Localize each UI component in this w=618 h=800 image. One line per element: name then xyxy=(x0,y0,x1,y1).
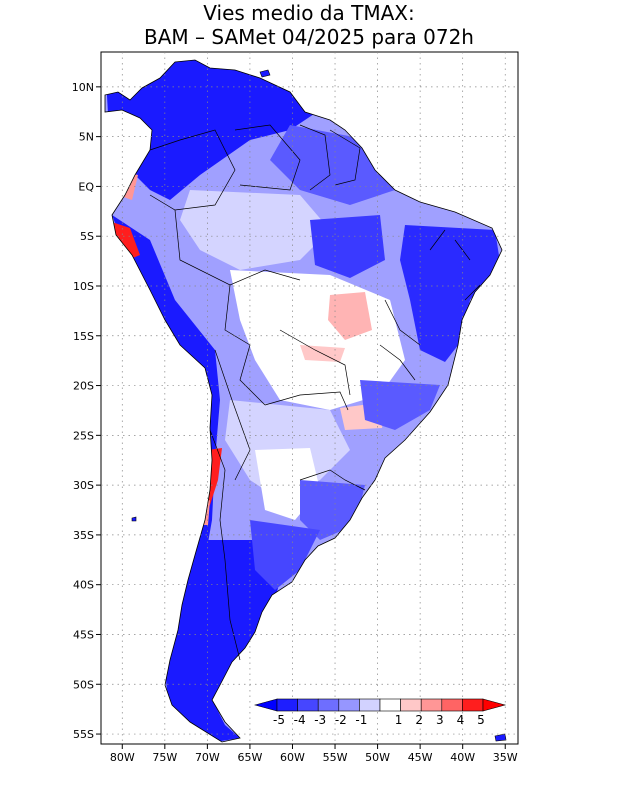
colorbar-label: -3 xyxy=(314,713,326,727)
lat-label: 10N xyxy=(72,81,94,94)
lat-label: 30S xyxy=(73,479,94,492)
colorbar-swatch xyxy=(441,698,463,712)
coastline xyxy=(104,59,503,743)
colorbar-swatch xyxy=(317,698,340,712)
lon-label: 65W xyxy=(237,751,262,764)
lon-label: 80W xyxy=(110,751,135,764)
islands xyxy=(131,69,507,742)
region-peru-red xyxy=(112,222,140,260)
colorbar-label: 4 xyxy=(457,713,465,727)
lat-label: EQ xyxy=(78,180,94,193)
colorbar-swatch xyxy=(297,698,319,712)
colorbar-swatch xyxy=(359,698,381,712)
colorbar-swatch xyxy=(338,698,360,712)
lon-label: 40W xyxy=(450,751,475,764)
lat-label: 20S xyxy=(73,380,94,393)
colorbar-high-arrow xyxy=(482,698,507,712)
colorbar-label: -5 xyxy=(273,713,285,727)
colorbar-label: 1 xyxy=(395,713,403,727)
lon-label: 35W xyxy=(493,751,518,764)
region-north-blue xyxy=(105,60,330,200)
colorbar-swatch xyxy=(276,698,298,712)
lat-label: 40S xyxy=(73,579,94,592)
lon-label: 45W xyxy=(408,751,433,764)
colorbar-swatch xyxy=(462,698,484,712)
lat-label: 35S xyxy=(73,529,94,542)
lat-label: 5S xyxy=(80,230,94,243)
colorbar: -5 -4 -3 -2 -1 1 2 3 4 5 xyxy=(253,698,507,727)
colorbar-label: -4 xyxy=(294,713,306,727)
colorbar-label: 2 xyxy=(415,713,423,727)
map-title-line1: Vies medio da TMAX: xyxy=(203,1,415,25)
lon-label: 70W xyxy=(195,751,220,764)
axes: 10N 5N EQ 5S 10S 15S 20S 25S 30S 35S 40S 45S 50S 55S 8… xyxy=(72,81,518,764)
lon-label: 60W xyxy=(280,751,305,764)
colorbar-swatch xyxy=(400,698,422,712)
lat-label: 50S xyxy=(73,678,94,691)
map-title-line2: BAM – SAMet 04/2025 para 072h xyxy=(144,25,474,49)
lat-label: 10S xyxy=(73,280,94,293)
colorbar-label: -2 xyxy=(335,713,347,727)
colorbar-label: -1 xyxy=(355,713,367,727)
lat-label: 45S xyxy=(73,628,94,641)
region-central-pink xyxy=(328,292,372,340)
lon-label: 50W xyxy=(365,751,390,764)
region-northeast-blue xyxy=(400,225,500,362)
region-andes-blue xyxy=(112,215,220,560)
lat-label: 25S xyxy=(73,429,94,442)
lat-label: 55S xyxy=(73,728,94,741)
region-central-blue xyxy=(310,215,385,278)
lon-label: 75W xyxy=(152,751,177,764)
colorbar-label: 3 xyxy=(436,713,444,727)
lat-label: 5N xyxy=(79,131,94,144)
lon-label: 55W xyxy=(323,751,348,764)
region-patagonia-mid xyxy=(250,520,320,590)
colorbar-swatch xyxy=(379,698,401,712)
region-southeast-blue xyxy=(360,380,440,430)
region-patagonia-blue xyxy=(165,540,285,742)
lat-label: 15S xyxy=(73,330,94,343)
colorbar-swatch xyxy=(420,698,443,712)
gridlines xyxy=(101,52,518,744)
colorbar-label: 5 xyxy=(477,713,485,727)
